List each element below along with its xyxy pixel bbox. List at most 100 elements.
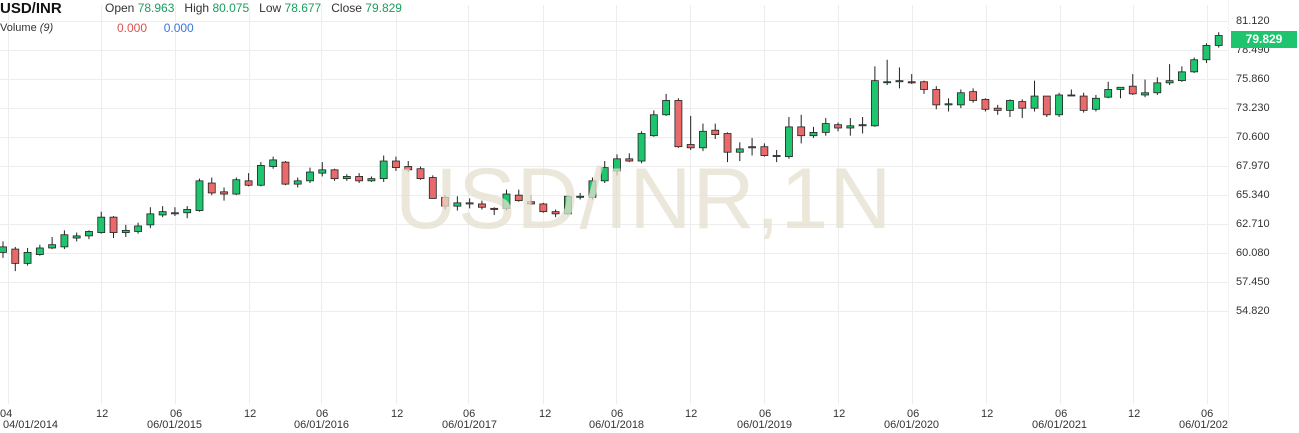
candle-body xyxy=(711,129,720,135)
x-tick-label: 06/01/2015 xyxy=(147,419,203,431)
candle-body xyxy=(220,191,228,195)
candle-body xyxy=(342,176,351,180)
candle-body xyxy=(232,179,241,195)
candle-body xyxy=(0,246,7,253)
candle-body xyxy=(1141,92,1149,96)
x-tick-label: 06/01/2018 xyxy=(589,419,645,431)
symbol-title: USD/INR xyxy=(0,0,62,17)
candle-body xyxy=(207,182,216,194)
x-tick-label: 06 xyxy=(170,408,183,420)
candle-body xyxy=(1153,82,1162,94)
candle-body xyxy=(576,195,585,198)
chart-watermark: USD/INR,1N xyxy=(395,151,893,247)
x-tick-label: 06/01/2020 xyxy=(884,419,940,431)
candle-body xyxy=(281,161,290,185)
volume-period: (9) xyxy=(39,22,54,34)
x-tick-label: 04/01/2014 xyxy=(3,419,59,431)
candle-body xyxy=(158,211,167,216)
candle-body xyxy=(48,244,57,249)
candle-body xyxy=(1018,101,1027,109)
candle-body xyxy=(244,180,253,186)
candle-body xyxy=(478,203,486,208)
x-tick-label: 06/01/2021 xyxy=(1032,419,1088,431)
candle-body xyxy=(441,196,449,207)
x-tick-label: 06/01/202 xyxy=(1179,419,1228,431)
candle-body xyxy=(686,144,695,149)
low-value: 78.677 xyxy=(284,1,322,15)
candle-body xyxy=(772,155,781,157)
x-tick-label: 12 xyxy=(244,408,257,420)
candle-body xyxy=(367,178,376,182)
candle-body xyxy=(563,195,572,215)
candle-body xyxy=(490,207,499,210)
candle-body xyxy=(809,131,818,137)
candle-body xyxy=(465,202,474,205)
candle-body xyxy=(1104,89,1113,98)
open-value: 78.963 xyxy=(137,1,175,15)
candle-body xyxy=(502,193,511,209)
x-tick-label: 06 xyxy=(463,408,476,420)
candle-body xyxy=(183,209,192,214)
x-tick-label: 06 xyxy=(759,408,772,420)
candle-body xyxy=(330,169,339,180)
candle-body xyxy=(944,103,953,106)
high-value: 80.075 xyxy=(212,1,250,15)
candle-body xyxy=(269,159,278,167)
y-tick-label: 75.860 xyxy=(1236,72,1270,85)
candle-body xyxy=(821,123,830,133)
close-value: 79.829 xyxy=(365,1,402,15)
x-tick-label: 06/01/2019 xyxy=(737,419,793,431)
candle-body xyxy=(514,194,523,202)
x-tick-label: 06/01/2016 xyxy=(294,419,350,431)
candle-body xyxy=(121,229,130,233)
candle-body xyxy=(539,203,548,213)
candle-body xyxy=(1030,95,1039,109)
candle-body xyxy=(649,114,658,137)
candle-body xyxy=(1128,85,1137,95)
candle-body xyxy=(613,158,621,172)
y-tick-label: 62.710 xyxy=(1236,217,1270,230)
candle-body xyxy=(195,180,204,211)
candle-body xyxy=(1092,97,1100,110)
candle-body xyxy=(72,235,81,239)
candle-body xyxy=(1177,71,1186,82)
candle-body xyxy=(858,124,867,127)
candle-body xyxy=(797,126,806,137)
candle-body xyxy=(171,212,179,215)
candle-body xyxy=(895,80,904,83)
candle-body xyxy=(735,148,744,153)
candle-body xyxy=(453,202,462,207)
candle-body xyxy=(760,146,769,156)
candle-body xyxy=(674,100,683,148)
candle-body xyxy=(1202,45,1211,61)
volume-value-b: 0.000 xyxy=(163,21,194,35)
candle-body xyxy=(625,158,634,162)
y-tick-label: 57.450 xyxy=(1236,275,1270,288)
candle-body xyxy=(379,160,388,180)
candle-body xyxy=(723,133,732,153)
candle-body xyxy=(748,146,756,149)
candle-body xyxy=(1214,35,1223,46)
last-price-badge: 79.829 xyxy=(1231,31,1297,48)
candle-body xyxy=(1006,100,1014,111)
candle-body xyxy=(637,133,646,162)
candle-body xyxy=(907,81,916,84)
x-tick-label: 12 xyxy=(833,408,846,420)
candle-body xyxy=(956,92,965,106)
candle-body xyxy=(883,81,892,84)
candle-body xyxy=(60,234,69,248)
candle-body xyxy=(981,98,990,110)
candle-body xyxy=(551,211,560,215)
y-tick-label: 81.120 xyxy=(1236,14,1270,27)
candle-body xyxy=(834,124,842,129)
x-tick-label: 12 xyxy=(391,408,404,420)
candle-body xyxy=(293,180,302,185)
candle-body xyxy=(146,213,155,226)
candle-body xyxy=(870,80,879,127)
candle-body xyxy=(1067,94,1076,97)
candle-body xyxy=(1190,59,1199,73)
low-label: Low xyxy=(259,1,282,15)
candle-body xyxy=(785,126,793,158)
candle-body xyxy=(11,248,20,264)
